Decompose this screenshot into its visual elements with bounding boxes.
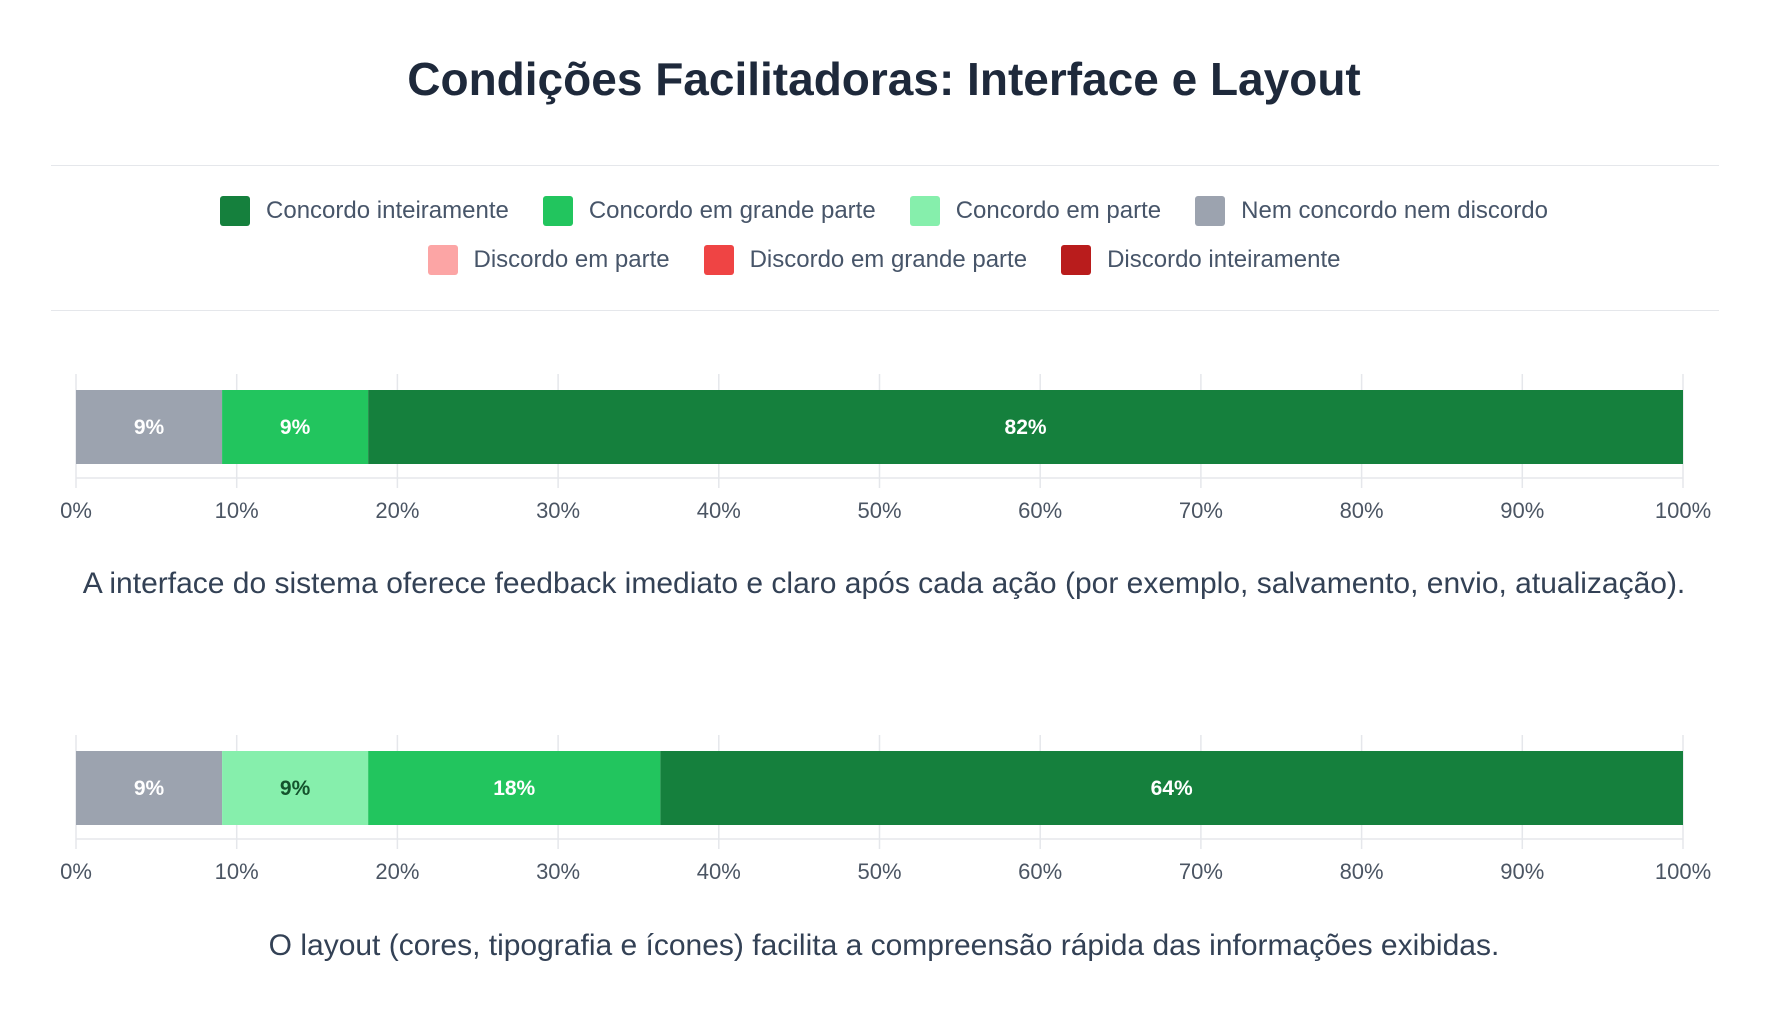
legend-top-divider: [51, 165, 1719, 166]
bar-segment: [222, 751, 369, 825]
legend-row-2: Discordo em parte Discordo em grande par…: [0, 245, 1768, 275]
bar-value-label: 9%: [134, 416, 165, 439]
legend-label: Concordo em grande parte: [588, 197, 876, 224]
stacked-bar-chart-1: 9% 9% 82% 0% 10% 20% 30% 40% 50% 60% 70% 80% 90% 100%: [60, 374, 1711, 523]
question-2: O layout (cores, tipografia e ícones) fa…: [268, 929, 1500, 962]
legend-swatch: [1195, 196, 1226, 226]
legend-label: Discordo em parte: [473, 246, 670, 273]
bar-segment: [76, 390, 223, 464]
legend-swatch: [220, 196, 251, 226]
x-tick-label: 0%: [60, 498, 92, 523]
legend-item-discordo-em-grande-parte[interactable]: Discordo em grande parte: [703, 245, 1028, 275]
legend-item-nem-concordo-nem-discordo[interactable]: Nem concordo nem discordo: [1195, 196, 1548, 226]
x-tick-label: 80%: [1340, 498, 1384, 523]
legend-label: Concordo em parte: [955, 197, 1162, 224]
legend-item-discordo-em-parte[interactable]: Discordo em parte: [427, 245, 670, 275]
legend-item-concordo-em-grande-parte[interactable]: Concordo em grande parte: [542, 196, 876, 226]
legend-swatch: [427, 245, 458, 275]
legend-swatch: [909, 196, 940, 226]
bar-segment: [368, 751, 661, 825]
legend-swatch: [542, 196, 573, 226]
x-tick-label: 60%: [1018, 859, 1062, 884]
x-tick-label: 80%: [1340, 859, 1384, 884]
bar-segment: [660, 751, 1683, 825]
legend-swatch: [1061, 245, 1092, 275]
bar-value-label: 64%: [1151, 777, 1193, 800]
x-tick-label: 90%: [1500, 498, 1544, 523]
legend-item-concordo-em-parte[interactable]: Concordo em parte: [909, 196, 1162, 226]
bar-segment: [368, 390, 1683, 464]
legend-item-discordo-inteiramente[interactable]: Discordo inteiramente: [1061, 245, 1341, 275]
chart-title: Condições Facilitadoras: Interface e Lay…: [407, 53, 1361, 105]
bar-value-label: 9%: [280, 416, 311, 439]
x-tick-label: 100%: [1655, 498, 1711, 523]
legend-row-1: Concordo inteiramente Concordo em grande…: [0, 196, 1768, 226]
question-1: A interface do sistema oferece feedback …: [82, 567, 1686, 600]
x-tick-label: 20%: [375, 859, 419, 884]
x-tick-label: 10%: [215, 498, 259, 523]
legend-item-concordo-inteiramente[interactable]: Concordo inteiramente: [220, 196, 509, 226]
x-tick-label: 20%: [375, 498, 419, 523]
legend-label: Concordo inteiramente: [266, 197, 509, 224]
bar-segment: [76, 751, 223, 825]
x-tick-label: 10%: [215, 859, 259, 884]
x-tick-label: 100%: [1655, 859, 1711, 884]
bar-value-label: 82%: [1005, 416, 1047, 439]
legend-label: Discordo em grande parte: [749, 246, 1028, 273]
x-tick-label: 40%: [697, 498, 741, 523]
legend-label: Discordo inteiramente: [1107, 246, 1341, 273]
stacked-bar-chart-2: 9% 9% 18% 64% 0% 10% 20% 30% 40% 50% 60% 70% 80% 90% 1…: [60, 735, 1711, 884]
legend-swatch: [703, 245, 734, 275]
bar-segment: [222, 390, 369, 464]
x-tick-label: 90%: [1500, 859, 1544, 884]
bar-value-label: 18%: [493, 777, 535, 800]
x-tick-label: 70%: [1179, 498, 1223, 523]
x-tick-label: 60%: [1018, 498, 1062, 523]
x-tick-label: 70%: [1179, 859, 1223, 884]
x-tick-label: 50%: [857, 859, 901, 884]
x-tick-label: 50%: [857, 498, 901, 523]
legend-bottom-divider: [51, 310, 1719, 311]
x-tick-label: 30%: [536, 859, 580, 884]
legend-label: Nem concordo nem discordo: [1241, 197, 1548, 224]
bar-value-label: 9%: [280, 777, 311, 800]
x-tick-label: 30%: [536, 498, 580, 523]
bar-value-label: 9%: [134, 777, 165, 800]
x-tick-label: 40%: [697, 859, 741, 884]
x-tick-label: 0%: [60, 859, 92, 884]
